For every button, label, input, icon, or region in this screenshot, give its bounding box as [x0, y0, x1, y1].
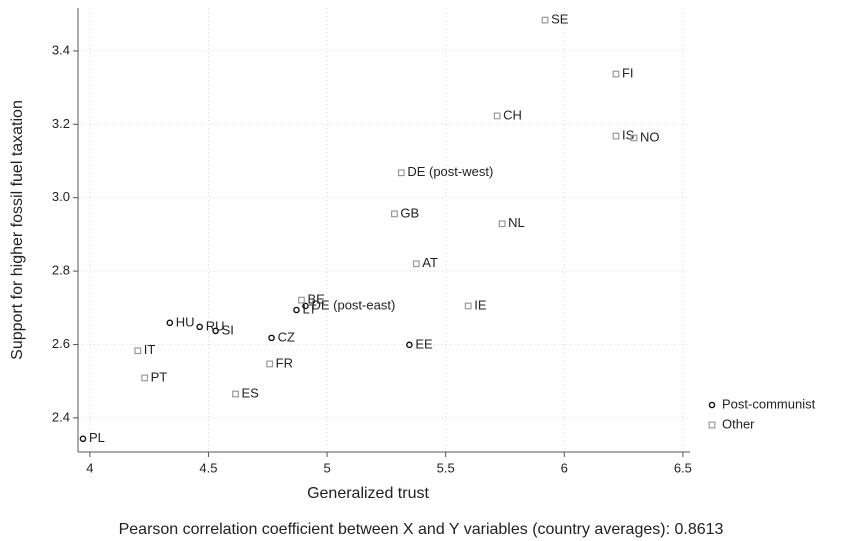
point-label: HU [176, 314, 195, 329]
point [166, 319, 174, 327]
x-tick-label: 5.5 [437, 460, 455, 475]
point [212, 327, 219, 335]
point [498, 220, 506, 228]
point-label: GB [400, 205, 419, 220]
x-tick-label: 6.5 [674, 460, 692, 475]
point-label: NL [508, 215, 525, 230]
point-label: FI [622, 65, 634, 80]
point [79, 435, 87, 443]
point-label: DE (post-west) [407, 164, 493, 179]
point [391, 210, 398, 218]
y-axis-label: Support for higher fossil fuel taxation [9, 100, 26, 360]
point-label: SE [551, 12, 569, 27]
point-label: AT [422, 255, 438, 270]
x-axis-label: Generalized trust [307, 485, 429, 502]
point-label: FR [276, 355, 293, 370]
point-label: EE [415, 336, 433, 351]
legend-marker [708, 401, 716, 409]
point [268, 334, 275, 342]
point [232, 390, 239, 398]
y-tick-label: 3.2 [52, 116, 70, 131]
legend-label: Post-communist [722, 396, 816, 411]
legend-label: Other [722, 416, 755, 431]
point-label: NO [640, 129, 660, 144]
y-tick-label: 3.0 [52, 189, 70, 204]
point [412, 260, 420, 268]
point [196, 323, 203, 331]
y-tick-label: 2.6 [52, 336, 70, 351]
point [134, 347, 142, 355]
point [464, 302, 472, 310]
x-tick-label: 6 [561, 460, 568, 475]
y-tick-label: 3.4 [52, 42, 70, 57]
point-label: CH [503, 107, 522, 122]
y-tick-label: 2.8 [52, 263, 70, 278]
point-label: PT [151, 369, 168, 384]
point [293, 306, 300, 314]
point [397, 169, 405, 177]
point [612, 70, 620, 78]
point-label: SI [222, 322, 234, 337]
x-tick-label: 4 [86, 460, 93, 475]
point-label: IE [474, 297, 487, 312]
point [298, 296, 305, 304]
x-tick-label: 4.5 [199, 460, 217, 475]
point [266, 360, 274, 368]
x-tick-label: 5 [323, 460, 330, 475]
point-label: CZ [278, 329, 295, 344]
point-label: PL [89, 430, 105, 445]
point-label: LT [302, 301, 316, 316]
point-label: BE [307, 292, 325, 307]
point-label: RU [206, 318, 225, 333]
point-label: DE (post-east) [311, 297, 395, 312]
point [141, 374, 149, 382]
y-tick-label: 2.4 [52, 409, 70, 424]
point [630, 134, 638, 142]
point-label: ES [242, 385, 260, 400]
legend-marker [708, 421, 716, 429]
point [541, 16, 549, 24]
note: Pearson correlation coefficient between … [119, 521, 724, 538]
point-label: IT [144, 342, 156, 357]
point [612, 132, 620, 140]
point [493, 112, 501, 120]
point [406, 341, 413, 349]
point [302, 302, 309, 310]
